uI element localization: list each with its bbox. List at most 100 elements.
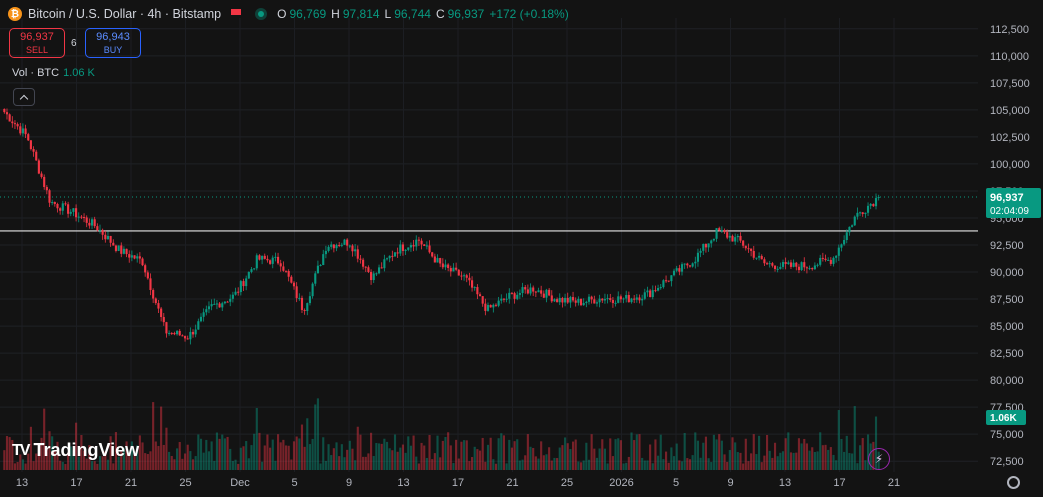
candle-body [19, 126, 22, 134]
ohlc-close-value: 96,937 [447, 7, 485, 21]
candle-body [298, 297, 301, 299]
ohlc-change: +172 (+0.18%) [489, 7, 569, 21]
tradingview-logo[interactable]: TV TradingView [12, 440, 139, 461]
volume-bar [819, 432, 822, 470]
time-axis[interactable]: 13 17 21 25 Dec 5 9 13 17 21 25 2026 5 9 13 17 21 [16, 477, 900, 489]
candle-body [377, 267, 381, 274]
candle-body [665, 280, 668, 282]
candle-body [872, 203, 875, 207]
volume-bar [542, 455, 545, 470]
volume-bar [136, 445, 139, 470]
candle-body [367, 267, 370, 272]
candle-body [223, 301, 226, 304]
candle-body [109, 235, 112, 243]
flag-icon[interactable] [231, 9, 242, 19]
volume-bar [672, 456, 676, 470]
volume-bar [784, 438, 787, 470]
volume-bar [362, 456, 365, 470]
volume-bar [284, 445, 288, 470]
candle-body [731, 235, 734, 242]
candle-body [359, 258, 362, 260]
candle-body [837, 247, 840, 256]
volume-bar [829, 447, 832, 470]
candle-body [805, 267, 808, 269]
volume-bar [420, 442, 423, 470]
volume-bar [189, 451, 192, 470]
volume-bar [35, 453, 38, 470]
volume-bar [266, 434, 269, 470]
candle-body [417, 239, 420, 241]
candle-body [332, 244, 335, 249]
tradingview-mark-icon: TV [12, 441, 31, 459]
lightning-icon[interactable]: ⚡ [868, 448, 890, 470]
candle-body [678, 268, 681, 272]
collapse-legend-button[interactable] [13, 88, 35, 106]
volume-bar [723, 454, 726, 470]
candle-body [619, 296, 622, 300]
candle-body [346, 239, 349, 246]
volume-bar [521, 459, 524, 470]
candle-body [308, 296, 312, 304]
candle-body [816, 264, 819, 266]
volume-badge [986, 410, 1026, 425]
time-tick-label: 21 [506, 477, 518, 489]
volume-bar [548, 447, 551, 470]
volume-bar [864, 460, 867, 470]
volume-bar [601, 439, 604, 470]
candle-body [407, 247, 410, 250]
candle-body [372, 273, 375, 281]
candle-body [776, 268, 779, 270]
volume-bar [478, 450, 482, 470]
volume-bar [388, 448, 391, 470]
volume-bar [824, 444, 827, 470]
candle-body [324, 250, 327, 255]
candle-body [385, 258, 389, 260]
volume-bar [800, 443, 803, 470]
candle-body [734, 237, 737, 242]
volume-bar [258, 432, 261, 470]
buy-button[interactable]: 96,943 BUY [85, 28, 141, 58]
volume-bar [19, 454, 22, 470]
volume-bar [327, 444, 330, 470]
time-tick-label: 25 [179, 477, 191, 489]
volume-bar [866, 434, 870, 470]
volume-bar [861, 438, 864, 470]
candle-body [869, 203, 872, 206]
volume-bar [510, 447, 513, 470]
candle-body [861, 212, 864, 215]
volume-bar [114, 432, 118, 470]
candle-body [292, 282, 296, 287]
volume-bar [702, 442, 705, 470]
candle-body [457, 269, 460, 276]
volume-legend[interactable]: Vol · BTC 1.06 K [12, 67, 95, 79]
sell-button[interactable]: 96,937 SELL [9, 28, 65, 58]
volume-bar [712, 434, 715, 470]
candle-body [747, 248, 750, 250]
candle-body [24, 128, 27, 135]
volume-bar [619, 440, 622, 470]
volume-bar [207, 451, 211, 470]
volume-bar [21, 459, 24, 470]
candle-body [64, 203, 67, 205]
volume-bar [279, 442, 282, 470]
volume-bar [178, 442, 181, 470]
candle-body [625, 295, 628, 299]
price-tick-label: 112,500 [990, 24, 1029, 36]
candle-body [106, 235, 110, 240]
volume-bar [524, 455, 527, 470]
symbol-title[interactable]: Bitcoin / U.S. Dollar · 4h · Bitstamp [28, 7, 222, 21]
candle-body [21, 128, 24, 134]
gear-icon[interactable] [1007, 476, 1020, 489]
candle-body [800, 262, 803, 271]
candle-body [771, 263, 774, 266]
candle-body [354, 249, 357, 252]
candle-body [534, 291, 537, 293]
candle-body [603, 299, 607, 301]
candle-body [649, 290, 652, 298]
volume-bar [513, 441, 516, 470]
candle-body [489, 304, 492, 308]
volume-bar [40, 437, 43, 470]
candle-body [611, 299, 614, 304]
time-tick-label: 5 [673, 477, 679, 489]
